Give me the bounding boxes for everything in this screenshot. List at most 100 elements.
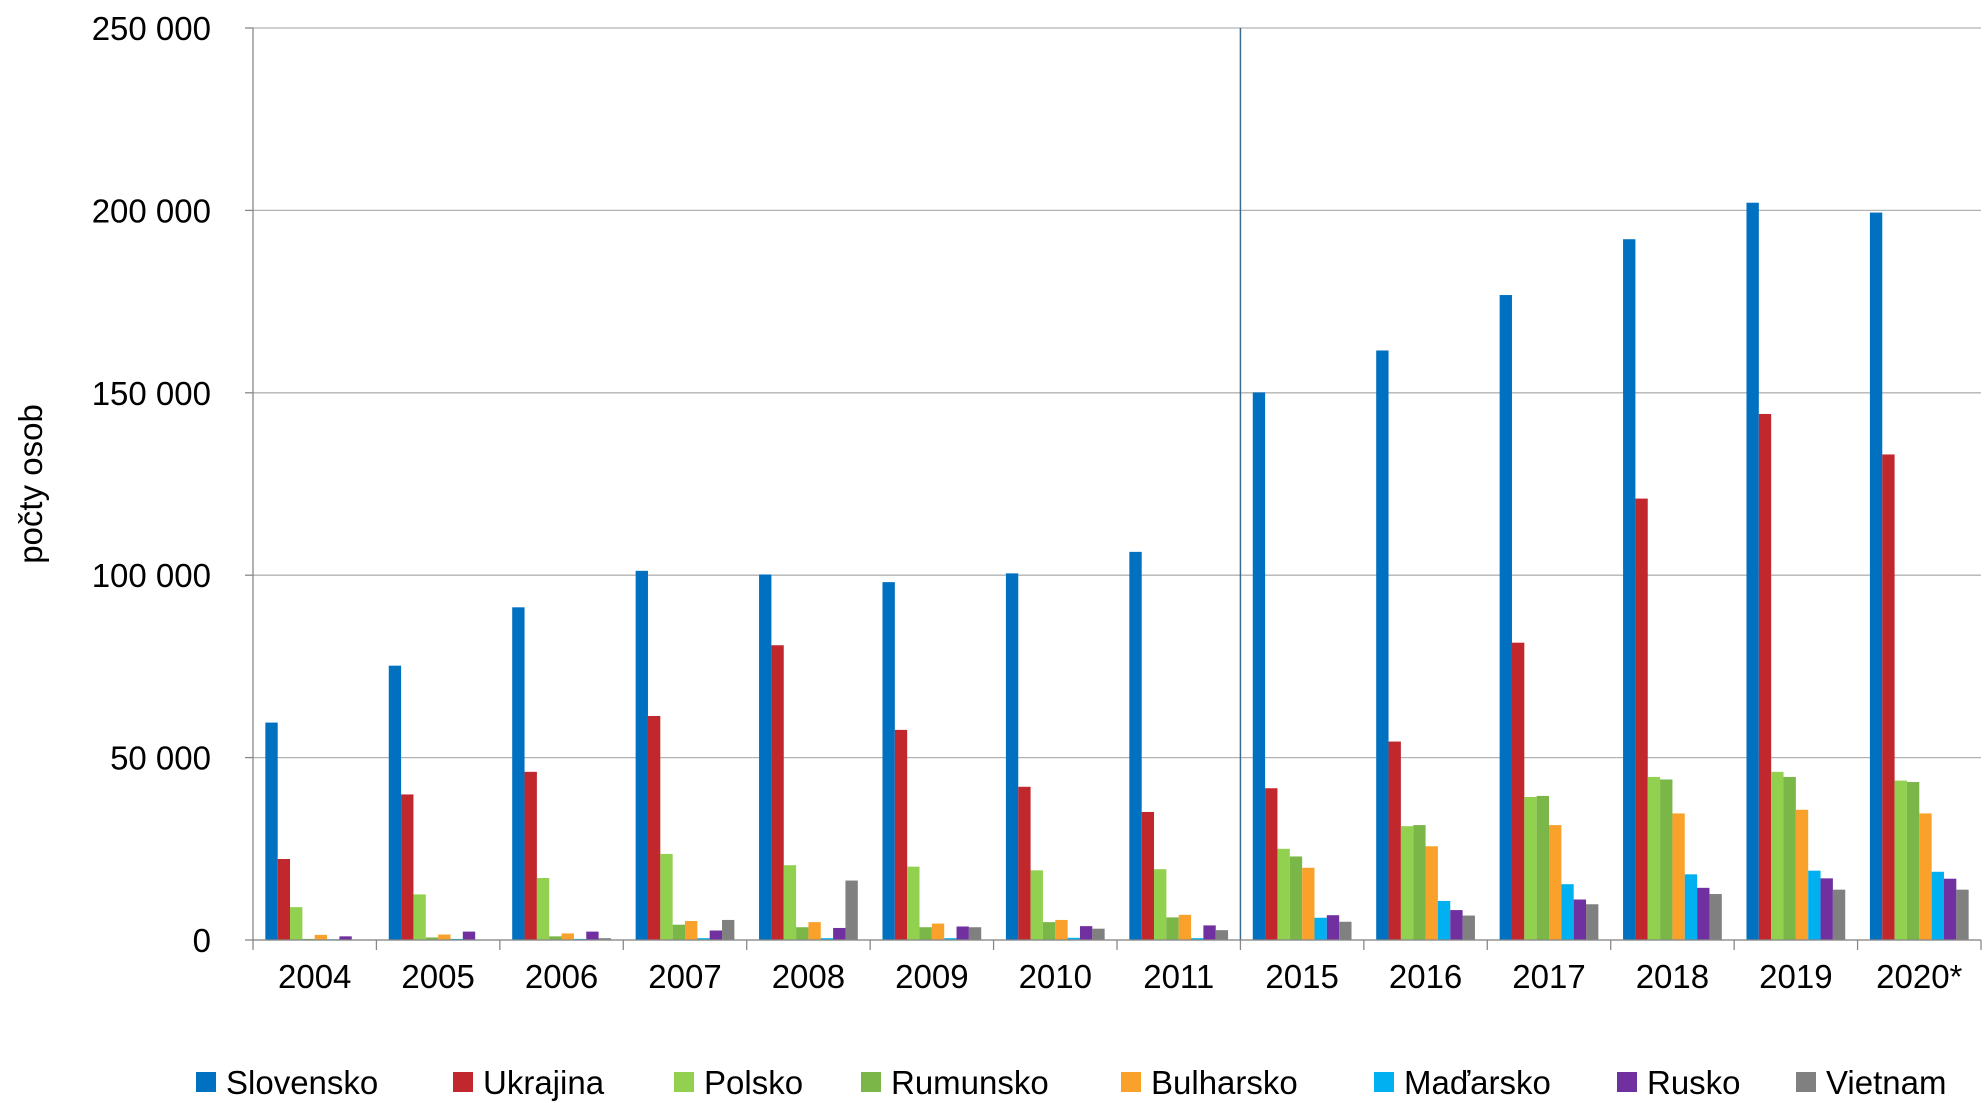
bar: [907, 866, 920, 940]
legend-label: Bulharsko: [1151, 1064, 1298, 1101]
x-tick-label: 2008: [772, 958, 845, 995]
bar: [944, 938, 957, 940]
bar: [931, 923, 945, 940]
x-tick-label: 2010: [1019, 958, 1092, 995]
bar: [1561, 884, 1574, 940]
bar: [1141, 811, 1155, 940]
legend-swatch: [196, 1072, 216, 1092]
bar: [1549, 825, 1562, 940]
bar: [1425, 846, 1438, 940]
bar: [1697, 887, 1710, 940]
bar: [413, 894, 426, 940]
bar: [1524, 796, 1537, 940]
x-tick-label: 2015: [1265, 958, 1338, 995]
bar: [536, 877, 550, 940]
bar: [894, 729, 908, 940]
bar: [882, 582, 895, 940]
bar: [314, 934, 328, 940]
bar: [968, 927, 982, 940]
legend-label: Polsko: [704, 1064, 803, 1101]
bar: [1314, 917, 1327, 940]
bar: [697, 938, 710, 940]
bar: [512, 607, 525, 940]
legend-label: Ukrajina: [483, 1064, 605, 1101]
bar: [1302, 867, 1315, 940]
bar: [401, 794, 414, 940]
bar: [771, 645, 784, 940]
bar: [1055, 919, 1068, 940]
x-tick-label: 2020*: [1876, 958, 1962, 995]
bar: [1450, 910, 1463, 940]
bar: [1771, 771, 1784, 940]
bar: [1030, 870, 1043, 940]
x-tick-label: 2017: [1512, 958, 1585, 995]
bar: [1783, 776, 1796, 940]
bar: [1326, 915, 1340, 940]
bar: [1882, 454, 1895, 940]
bar: [1265, 788, 1278, 940]
bar: [1018, 786, 1031, 940]
bar: [561, 933, 574, 940]
bar: [1376, 350, 1389, 941]
bar: [808, 922, 821, 940]
legend-swatch: [453, 1072, 473, 1092]
bar: [1462, 915, 1475, 940]
bar: [1709, 894, 1722, 940]
bar: [685, 921, 698, 940]
legend-swatch: [1796, 1072, 1816, 1092]
x-tick-label: 2004: [278, 958, 351, 995]
bar: [1746, 202, 1759, 940]
y-tick-label: 150 000: [92, 375, 211, 412]
bar: [290, 907, 303, 940]
bar: [1623, 239, 1636, 941]
y-tick-label: 0: [193, 922, 211, 959]
bar: [1215, 930, 1229, 940]
bar: [277, 859, 291, 940]
x-tick-label: 2016: [1389, 958, 1462, 995]
bar: [1573, 899, 1587, 940]
bar: [1647, 776, 1661, 940]
bar: [1191, 938, 1204, 940]
bar: [1005, 573, 1019, 940]
bar: [647, 716, 661, 940]
bar: [1758, 413, 1772, 941]
bar: [1832, 889, 1846, 940]
bar: [1820, 878, 1833, 940]
bar: [1339, 921, 1352, 940]
y-tick-label: 200 000: [92, 192, 211, 229]
bar: [1660, 779, 1673, 940]
x-tick-label: 2018: [1636, 958, 1709, 995]
bar: [339, 936, 352, 940]
bar: [820, 938, 834, 940]
x-tick-label: 2007: [648, 958, 721, 995]
legend-swatch: [1121, 1072, 1141, 1092]
bar: [1511, 642, 1525, 940]
bar: [833, 927, 846, 940]
y-tick-label: 250 000: [92, 10, 211, 47]
legend-swatch: [1374, 1072, 1394, 1092]
bar: [635, 570, 648, 940]
bar: [1289, 856, 1303, 940]
x-tick-label: 2019: [1759, 958, 1832, 995]
bar: [1869, 212, 1883, 940]
bar: [1684, 874, 1698, 940]
legend-swatch: [674, 1072, 694, 1092]
bar: [796, 927, 809, 940]
bar: [1400, 826, 1414, 940]
bar: [524, 771, 537, 940]
bar: [660, 853, 673, 940]
legend-swatch: [861, 1072, 881, 1092]
legend-swatch: [1617, 1072, 1637, 1092]
bar: [919, 927, 932, 940]
x-tick-label: 2006: [525, 958, 598, 995]
bar: [722, 919, 735, 940]
bar: [1067, 937, 1080, 940]
bar: [265, 722, 278, 940]
bar: [709, 930, 723, 940]
x-tick-label: 2009: [895, 958, 968, 995]
bar: [1092, 928, 1105, 940]
bar: [1178, 914, 1192, 940]
x-tick-label: 2011: [1143, 958, 1214, 995]
bar: [549, 936, 562, 940]
bar: [1413, 825, 1426, 940]
